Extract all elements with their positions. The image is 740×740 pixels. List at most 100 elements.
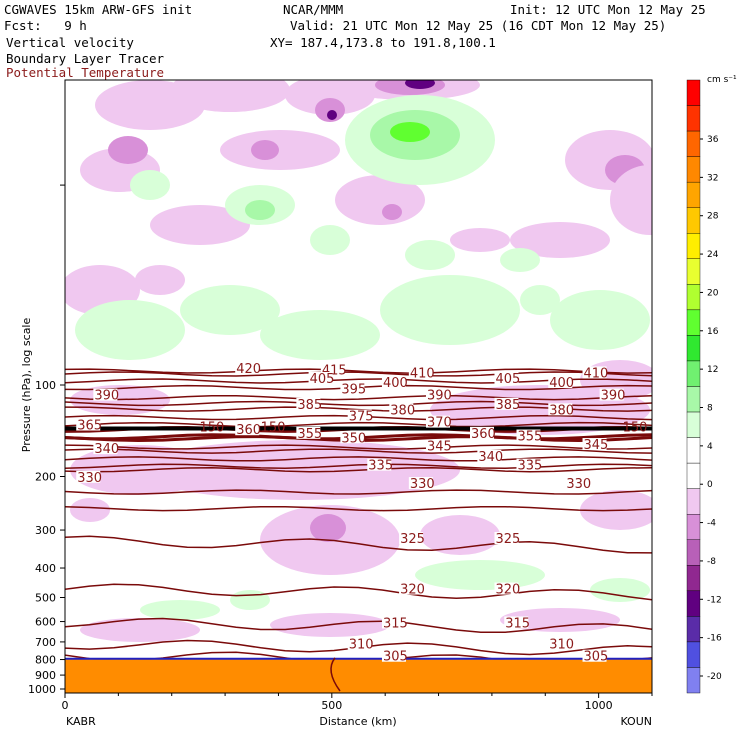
header-valid: Valid: 21 UTC Mon 12 May 25 (16 CDT Mon … xyxy=(290,18,667,33)
contour-label-345: 345 xyxy=(584,438,609,453)
colorbar-swatch-9 xyxy=(686,309,701,336)
contour-label-bg-5 xyxy=(582,366,607,379)
velocity-blob-26 xyxy=(245,200,275,220)
velocity-blob-11 xyxy=(405,80,435,89)
x-axis-label: Distance (km) xyxy=(319,715,396,728)
velocity-blob-45 xyxy=(420,515,500,555)
theta-contour-320 xyxy=(65,583,652,601)
contour-label-355: 355 xyxy=(517,430,542,445)
contour-label-bg-4 xyxy=(494,371,519,384)
contour-label-385: 385 xyxy=(495,398,520,413)
colorbar-unit: cm s⁻¹ xyxy=(707,75,737,85)
velocity-blob-12 xyxy=(335,175,425,225)
y-tick-label-500: 500 xyxy=(35,591,56,604)
contour-label-bg-31 xyxy=(408,477,433,490)
velocity-blob-33 xyxy=(260,310,380,360)
colorbar-swatch-15 xyxy=(686,462,701,489)
colorbar-swatch-11 xyxy=(686,360,701,387)
contour-label-bg-34 xyxy=(494,532,519,545)
theta-contour-415 xyxy=(65,371,652,377)
contour-label-bg-23 xyxy=(340,431,365,444)
theta-contour-345 xyxy=(65,463,652,469)
contour-label-bg-0 xyxy=(235,362,260,375)
colorbar-label-20: 20 xyxy=(707,288,719,298)
contour-label-360: 360 xyxy=(471,427,496,442)
colorbar-swatch-13 xyxy=(686,411,701,438)
colorbar-label-16: 16 xyxy=(707,327,719,337)
velocity-blob-24 xyxy=(390,122,430,142)
contour-label-bg-35 xyxy=(399,582,424,595)
colorbar-swatch-2 xyxy=(686,130,701,157)
y-tick-label-1000: 1000 xyxy=(28,683,56,696)
field1-label: Vertical velocity xyxy=(6,35,134,50)
contour-label-370: 370 xyxy=(427,416,452,431)
colorbar-label--16: -16 xyxy=(707,634,722,644)
velocity-blob-3 xyxy=(170,80,290,112)
tropopause-label-0: 150 xyxy=(200,420,225,435)
velocity-blob-53 xyxy=(70,498,110,522)
colorbar-swatch-17 xyxy=(686,514,701,540)
colorbar: 36 32 28 24 20 16 12 8 4 0 -4 -8 -12 -16 -20 xyxy=(686,79,722,694)
velocity-blob-52 xyxy=(590,578,650,602)
contour-label-bg-26 xyxy=(93,442,118,455)
contour-label-bg-40 xyxy=(548,637,573,650)
contour-label-315: 315 xyxy=(383,616,408,631)
colorbar-label--4: -4 xyxy=(707,519,716,529)
velocity-blob-2 xyxy=(108,136,148,164)
y-tick-label-700: 700 xyxy=(35,636,56,649)
contour-label-390: 390 xyxy=(94,389,119,404)
contour-label-bg-7 xyxy=(548,376,573,388)
velocity-blob-18 xyxy=(510,222,610,258)
contour-label-bg-27 xyxy=(477,449,502,462)
y-tick-label-300: 300 xyxy=(35,524,56,537)
velocity-blob-29 xyxy=(405,240,455,270)
contour-label-400: 400 xyxy=(549,376,574,391)
contour-label-320: 320 xyxy=(400,583,425,598)
theta-contour-335 xyxy=(65,489,652,495)
contour-label-bg-14 xyxy=(389,403,414,416)
colorbar-label-28: 28 xyxy=(707,212,719,222)
y-tick-label-100: 100 xyxy=(35,379,56,392)
header-init: Init: 12 UTC Mon 12 May 25 xyxy=(510,2,706,17)
contour-label-bg-37 xyxy=(381,616,406,629)
colorbar-swatch-12 xyxy=(686,386,701,413)
vertical-velocity-shading xyxy=(65,80,652,642)
theta-contour-350 xyxy=(65,456,652,462)
contour-label-bg-9 xyxy=(340,382,365,395)
colorbar-swatch-16 xyxy=(686,488,701,515)
colorbar-swatch-7 xyxy=(686,258,701,285)
velocity-blob-17 xyxy=(150,205,250,245)
contour-label-390: 390 xyxy=(427,389,452,404)
contour-label-bg-29 xyxy=(516,458,541,471)
contour-label-bg-3 xyxy=(308,371,333,384)
contour-label-405: 405 xyxy=(495,372,520,387)
contour-label-395: 395 xyxy=(341,382,366,397)
x-endpoint-right: KOUN xyxy=(620,715,652,728)
contour-label-390: 390 xyxy=(601,389,626,404)
contour-label-360: 360 xyxy=(236,423,261,438)
tropopause-label-1: 150 xyxy=(261,420,286,435)
boundary-layer-fill xyxy=(65,659,652,693)
colorbar-swatch-0 xyxy=(686,79,701,106)
colorbar-swatch-10 xyxy=(686,335,701,362)
colorbar-label--12: -12 xyxy=(707,595,722,605)
contour-label-bg-38 xyxy=(504,616,529,629)
contour-label-bg-8 xyxy=(93,388,118,401)
velocity-blob-16 xyxy=(450,228,510,252)
velocity-blob-34 xyxy=(380,275,520,345)
contour-label-400: 400 xyxy=(383,376,408,391)
velocity-blob-51 xyxy=(500,608,620,632)
contour-label-bg-6 xyxy=(381,376,406,388)
colorbar-label-4: 4 xyxy=(707,442,713,452)
colorbar-swatch-8 xyxy=(686,284,701,311)
theta-contour-315 xyxy=(65,617,652,633)
contour-label-335: 335 xyxy=(368,459,393,474)
contour-label-365: 365 xyxy=(77,419,102,434)
colorbar-label-24: 24 xyxy=(707,250,719,260)
contour-label-410: 410 xyxy=(410,366,435,381)
colorbar-label--20: -20 xyxy=(707,672,722,682)
contour-label-345: 345 xyxy=(427,440,452,455)
